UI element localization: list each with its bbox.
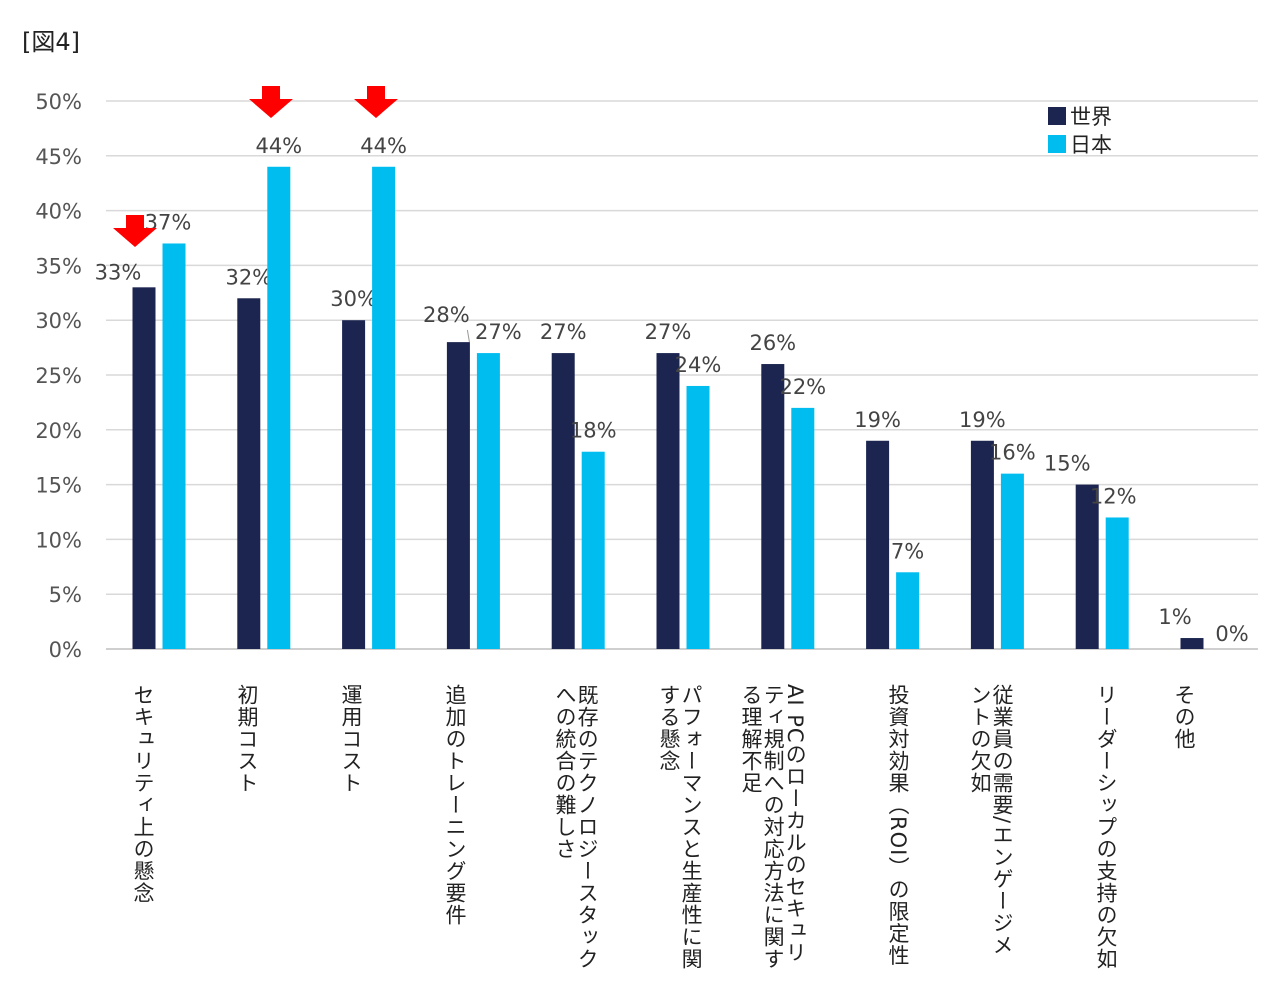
data-label-japan: 22%: [779, 375, 826, 399]
data-label-japan: 44%: [255, 134, 302, 158]
bar-japan: [1000, 473, 1024, 649]
bar-japan: [686, 385, 710, 649]
y-tick-label: 30%: [35, 309, 82, 333]
legend-item-japan: 日本: [1048, 130, 1112, 158]
data-label-world: 15%: [1044, 452, 1091, 476]
bar-japan: [581, 451, 605, 649]
legend: 世界 日本: [1048, 102, 1112, 158]
y-tick-label: 40%: [35, 200, 82, 224]
y-tick-label: 10%: [35, 528, 82, 552]
data-label-japan: 27%: [475, 320, 522, 344]
figure-label: [図4]: [22, 28, 80, 56]
data-label-japan: 44%: [360, 134, 407, 158]
data-label-japan: 0%: [1215, 622, 1248, 646]
y-tick-label: 25%: [35, 364, 82, 388]
red-down-arrow-icon: [113, 215, 157, 247]
category-label: AI PCのローカルのセキュリ ティ規制への対応方法に関す る理解不足: [739, 684, 808, 970]
y-tick-label: 0%: [49, 638, 82, 662]
bar-world: [866, 440, 890, 649]
data-label-world: 27%: [540, 320, 587, 344]
data-label-world: 30%: [330, 287, 377, 311]
data-label-world: 26%: [749, 331, 796, 355]
bar-world: [446, 342, 470, 649]
bar-japan: [791, 407, 815, 649]
category-label: その他: [1172, 684, 1197, 750]
label-leader-line: [466, 329, 470, 343]
bar-world: [656, 353, 680, 649]
bar-world: [551, 353, 575, 649]
data-label-japan: 7%: [891, 539, 924, 563]
data-label-world: 28%: [423, 303, 470, 327]
legend-swatch-japan: [1048, 135, 1066, 153]
y-tick-label: 35%: [35, 254, 82, 278]
bar-chart: 0%5%10%15%20%25%30%35%40%45%50%33%37%32%…: [35, 86, 1258, 662]
y-tick-label: 50%: [35, 90, 82, 114]
red-down-arrow-icon: [249, 86, 293, 118]
category-label: 追加のトレーニング要件: [443, 684, 468, 926]
y-tick-label: 5%: [49, 583, 82, 607]
category-label: 運用コスト: [339, 684, 364, 794]
bar-world: [761, 364, 785, 649]
data-label-japan: 24%: [675, 353, 722, 377]
data-label-world: 1%: [1158, 605, 1191, 629]
y-tick-label: 20%: [35, 419, 82, 443]
bar-japan: [896, 572, 920, 649]
bar-world: [1075, 484, 1099, 649]
data-label-japan: 18%: [570, 419, 617, 443]
data-label-world: 32%: [225, 265, 272, 289]
y-tick-label: 45%: [35, 145, 82, 169]
data-label-japan: 12%: [1090, 484, 1137, 508]
data-label-japan: 16%: [989, 441, 1036, 465]
data-label-world: 19%: [959, 408, 1006, 432]
bar-world: [1180, 638, 1204, 649]
y-tick-label: 15%: [35, 474, 82, 498]
bar-world: [237, 298, 261, 649]
category-label: 既存のテクノロジースタック への統合の難しさ: [553, 684, 600, 970]
category-label: パフォーマンスと生産性に関 する懸念: [657, 684, 704, 970]
bar-japan: [1105, 517, 1129, 649]
bar-japan: [162, 243, 186, 650]
category-label: 投資対効果（ROI）の限定性: [886, 684, 911, 967]
data-label-world: 19%: [854, 408, 901, 432]
bar-world: [970, 440, 994, 649]
bar-world: [342, 320, 366, 649]
legend-label-world: 世界: [1070, 105, 1112, 129]
legend-label-japan: 日本: [1070, 133, 1112, 157]
bar-japan: [372, 166, 396, 649]
category-label: セキュリティ上の懸念: [131, 684, 156, 904]
red-down-arrow-icon: [354, 86, 398, 118]
data-label-world: 33%: [95, 260, 142, 284]
bar-japan: [476, 353, 500, 649]
category-label: 従業員の需要/エンゲージメ ントの欠如: [968, 684, 1015, 957]
category-label: 初期コスト: [235, 684, 260, 794]
bar-japan: [267, 166, 291, 649]
data-label-world: 27%: [645, 320, 692, 344]
category-label: リーダーシップの支持の欠如: [1094, 684, 1119, 970]
legend-item-world: 世界: [1048, 102, 1112, 130]
legend-swatch-world: [1048, 107, 1066, 125]
bar-world: [132, 287, 156, 649]
